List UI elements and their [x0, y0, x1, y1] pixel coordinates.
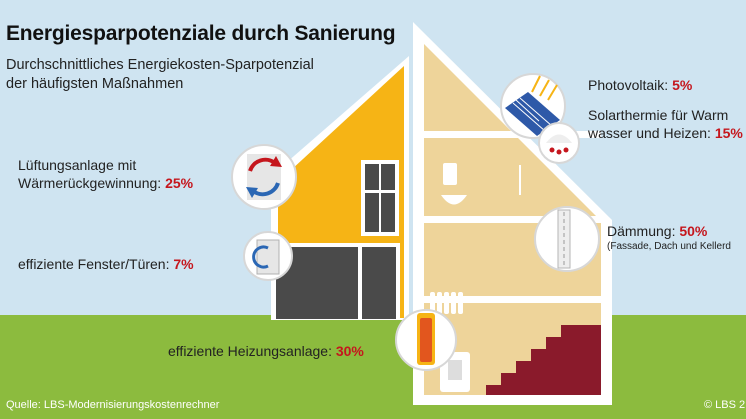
page-title: Energiesparpotenziale durch Sanierung: [6, 22, 396, 45]
copyright-note: © LBS 2: [704, 399, 746, 411]
window-icon: [243, 231, 293, 281]
fenster-label: effiziente Fenster/Türen:: [18, 256, 174, 272]
solarthermie-label-line-1: Solarthermie für Warm: [588, 107, 729, 123]
label-daemmung: Dämmung: 50% (Fassade, Dach und Kellerd: [607, 222, 731, 253]
radiator: [430, 292, 463, 314]
daemmung-label: Dämmung:: [607, 223, 680, 239]
label-lueftung: Lüftungsanlage mit Wärmerückgewinnung: 2…: [18, 156, 193, 192]
solar-panel-icon: [500, 73, 566, 139]
subtitle-line-2: der häufigsten Maßnahmen: [6, 76, 184, 92]
heizung-label: effiziente Heizungsanlage:: [168, 343, 336, 359]
ventilation-icon: [231, 144, 297, 210]
label-heizung: effiziente Heizungsanlage: 30%: [168, 342, 364, 360]
lueftung-label-line-2: Wärmerückgewinnung:: [18, 175, 166, 191]
label-fenster: effiziente Fenster/Türen: 7%: [18, 255, 194, 273]
stairs: [486, 325, 601, 395]
subtitle-line-1: Durchschnittliches Energiekosten-Sparpot…: [6, 57, 314, 73]
heater-icon: [395, 309, 457, 371]
solar-thermal-icon: [538, 122, 580, 164]
lueftung-label-line-1: Lüftungsanlage mit: [18, 157, 137, 173]
solarthermie-label-line-2: wasser und Heizen:: [588, 125, 715, 141]
lueftung-value: 25%: [165, 175, 194, 191]
photovoltaik-value: 5%: [672, 77, 693, 93]
photovoltaik-label: Photovoltaik:: [588, 77, 673, 93]
label-solarthermie: Solarthermie für Warm wasser und Heizen:…: [588, 106, 743, 142]
fenster-value: 7%: [173, 256, 194, 272]
insulation-icon: [534, 206, 600, 272]
daemmung-note: (Fassade, Dach und Kellerd: [607, 241, 731, 252]
grass-ground: [0, 315, 746, 419]
source-note: Quelle: LBS-Modernisierungskostenrechner: [6, 399, 220, 411]
solarthermie-value: 15%: [714, 125, 743, 141]
label-photovoltaik: Photovoltaik: 5%: [588, 76, 692, 94]
daemmung-value: 50%: [679, 223, 708, 239]
page-subtitle: Durchschnittliches Energiekosten-Sparpot…: [6, 56, 314, 94]
heizung-value: 30%: [335, 343, 364, 359]
